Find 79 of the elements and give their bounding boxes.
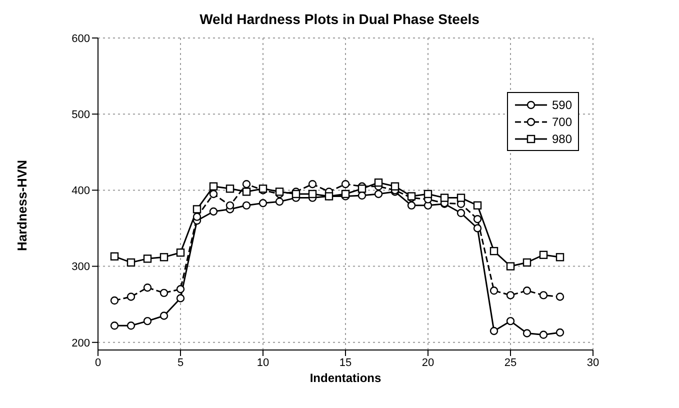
y-tick-label: 600 — [72, 32, 90, 45]
point — [308, 190, 317, 198]
point — [143, 254, 152, 263]
point — [110, 252, 119, 260]
point — [242, 201, 251, 210]
y-axis-title: Hardness-HVN — [14, 160, 30, 252]
legend-label: 590 — [552, 98, 572, 112]
point — [110, 296, 119, 305]
point — [126, 322, 136, 330]
point — [192, 205, 202, 214]
point — [209, 190, 218, 198]
point — [506, 316, 515, 326]
y-tick-label: 200 — [72, 337, 90, 350]
point — [522, 286, 532, 295]
point — [160, 253, 168, 262]
x-tick-label: 5 — [177, 356, 184, 369]
x-tick-label: 15 — [339, 356, 352, 369]
x-axis-title: Indentations — [310, 371, 382, 385]
point — [209, 182, 218, 190]
x-tick-label: 20 — [422, 356, 434, 369]
point — [308, 180, 317, 188]
point — [160, 288, 168, 298]
point — [473, 215, 482, 224]
point — [556, 328, 564, 337]
point — [242, 180, 251, 188]
point — [539, 250, 548, 259]
point — [209, 207, 218, 216]
legend-label: 980 — [552, 132, 572, 146]
point — [374, 190, 383, 198]
point — [143, 316, 152, 326]
point — [506, 291, 515, 300]
point — [490, 286, 498, 295]
chart-title: Weld Hardness Plots in Dual Phase Steels — [198, 10, 480, 29]
point — [522, 258, 532, 267]
point — [374, 178, 383, 187]
point — [143, 284, 152, 292]
point — [242, 188, 251, 196]
point — [539, 330, 548, 339]
point — [292, 190, 300, 198]
x-tick-label: 0 — [94, 356, 102, 369]
point — [160, 312, 168, 320]
x-tick-label: 25 — [504, 356, 517, 369]
legend-label: 700 — [552, 114, 572, 128]
point — [539, 291, 548, 300]
point — [226, 184, 234, 193]
point — [176, 248, 185, 257]
point — [324, 192, 334, 200]
point — [192, 212, 202, 221]
point — [456, 208, 466, 218]
point — [506, 262, 515, 270]
point — [358, 184, 366, 193]
point — [473, 224, 482, 232]
point — [424, 190, 432, 198]
point — [490, 246, 498, 256]
point — [556, 292, 564, 301]
point — [473, 201, 482, 210]
point — [556, 253, 564, 262]
point — [490, 326, 498, 336]
y-tick-label: 400 — [72, 185, 90, 198]
point — [110, 322, 119, 330]
point — [275, 188, 284, 196]
x-tick-label: 30 — [586, 356, 600, 369]
point — [176, 285, 185, 294]
point — [390, 182, 400, 190]
point — [456, 194, 466, 202]
point — [226, 201, 234, 210]
x-tick-label: 10 — [256, 356, 270, 369]
point — [440, 194, 449, 202]
point — [407, 201, 416, 210]
point — [126, 292, 136, 301]
point — [275, 198, 284, 206]
point — [341, 190, 350, 198]
point — [176, 294, 185, 302]
point — [258, 199, 268, 208]
y-tick-label: 300 — [72, 261, 90, 274]
point — [341, 180, 350, 188]
y-tick-label: 500 — [72, 109, 90, 122]
point — [522, 329, 532, 338]
point — [126, 258, 136, 267]
